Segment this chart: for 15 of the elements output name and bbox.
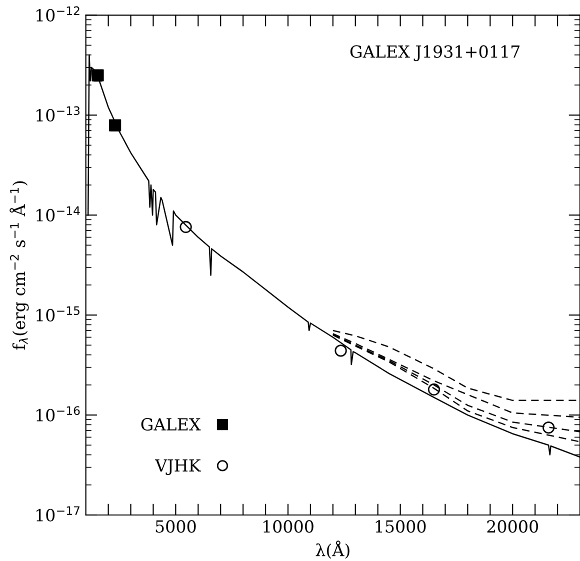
legend-label: VJHK	[154, 459, 202, 476]
x-tick-label: 20000	[487, 520, 538, 533]
y-tick-label: 10$^{−16}$	[36, 406, 80, 422]
text: f$_{λ}$(erg cm$^{−2}$ s$^{−1}$ Å$^{−1}$)	[10, 181, 29, 350]
legend-label: GALEX	[141, 418, 201, 431]
y-tick-label: 10$^{−12}$	[36, 6, 80, 22]
y-tick-label: 10$^{−17}$	[36, 506, 80, 522]
x-tick-label: 10000	[264, 520, 314, 533]
x-tick-label: 15000	[376, 520, 426, 533]
y-tick-label: 10$^{−15}$	[36, 306, 80, 322]
y-tick-label: 10$^{−13}$	[36, 106, 80, 122]
x-axis-title: λ(Å)	[316, 540, 350, 559]
x-tick-label: 5000	[156, 520, 196, 533]
y-tick-label: 10$^{−14}$	[36, 206, 80, 222]
annotation: GALEX J1931+0117	[350, 45, 520, 62]
